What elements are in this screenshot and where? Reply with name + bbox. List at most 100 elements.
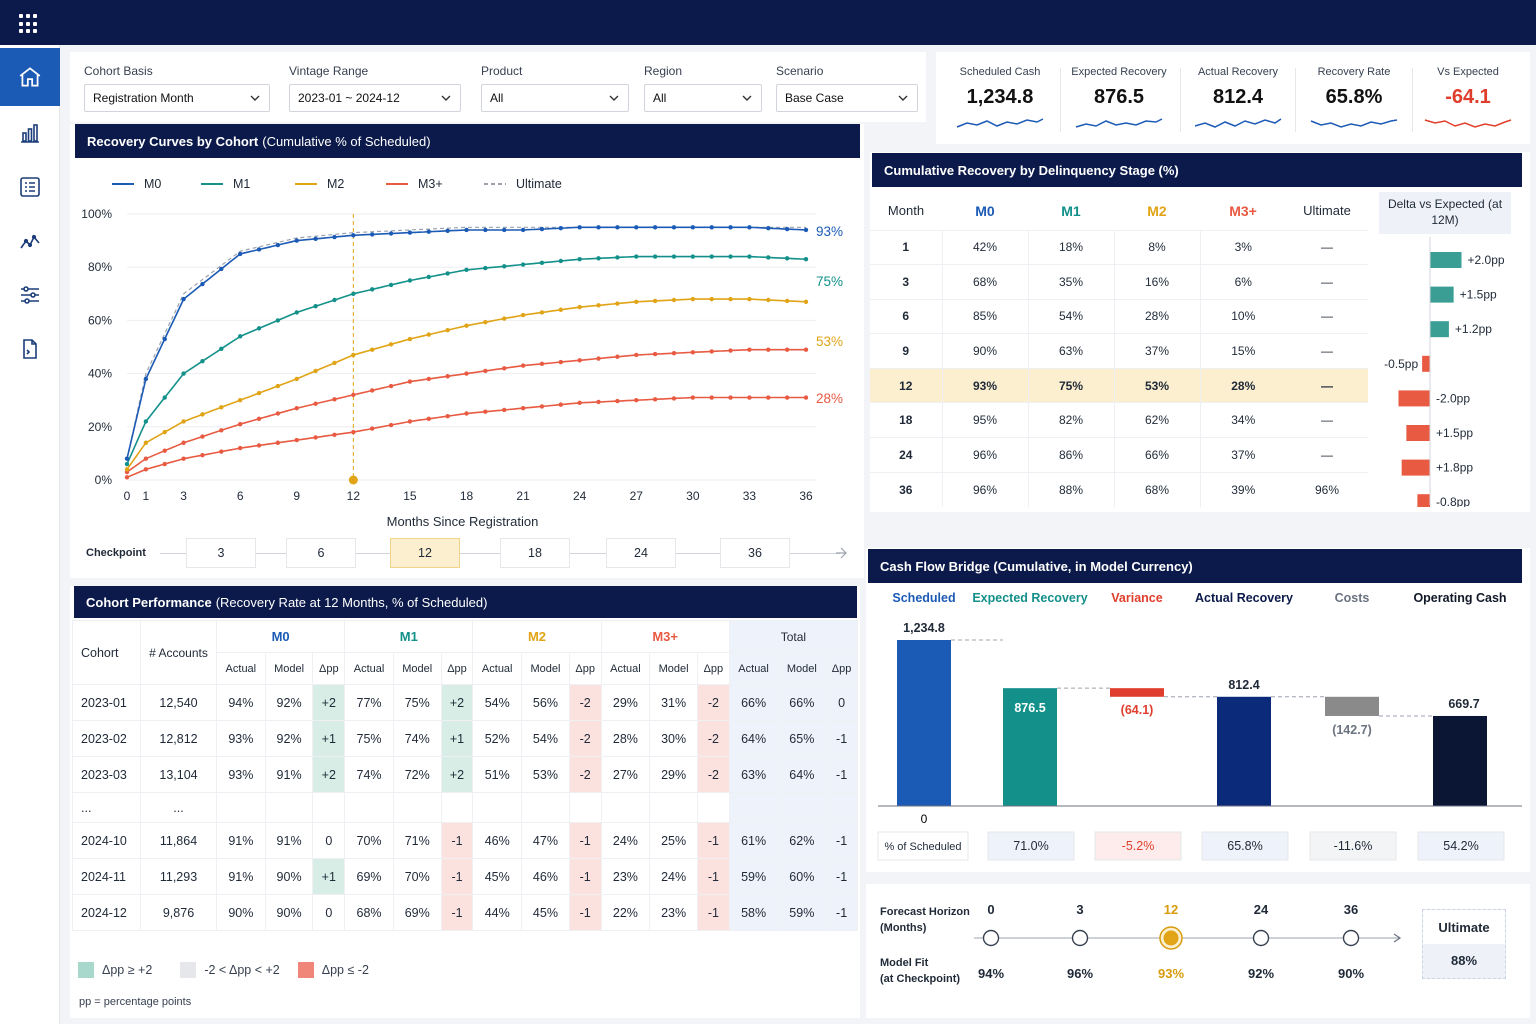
line-chart-icon[interactable] — [0, 212, 60, 270]
series-point — [747, 225, 752, 230]
checkpoint-box-24[interactable]: 24 — [606, 538, 676, 568]
region-select[interactable]: All — [644, 84, 762, 112]
series-point — [181, 296, 186, 302]
table-row[interactable]: 2023-03 13,104 93% 91% +2 74% 72% +2 51% 53% -2 27%… — [72, 756, 858, 793]
kpi-scheduled-cash[interactable]: Scheduled Cash 1,234.8 — [944, 66, 1056, 136]
legend-label: Δpp ≥ +2 — [102, 963, 153, 977]
x-tick-label: 30 — [686, 489, 700, 503]
chevron-down-icon — [608, 92, 620, 107]
series-point — [351, 352, 356, 358]
bar-chart-icon[interactable] — [0, 104, 60, 162]
legend-label: Ultimate — [516, 177, 562, 191]
sparkline — [1194, 118, 1282, 128]
delta-bar — [1430, 321, 1449, 338]
cohort-basis-select[interactable]: Registration Month — [84, 84, 270, 112]
horizon-timeline[interactable]: 0 94% 3 96% 12 93% 24 92% 36 90% — [866, 884, 1426, 1018]
checkpoint-box-3[interactable]: 3 — [186, 538, 256, 568]
series-point — [181, 456, 186, 461]
app-launcher-icon[interactable] — [19, 14, 39, 34]
table-row[interactable]: 3 68% 35% 16% 6% — — [870, 264, 1368, 300]
category-label: Variance — [1111, 591, 1162, 605]
document-icon[interactable] — [0, 320, 60, 378]
table-row[interactable]: 9 90% 63% 37% 15% — — [870, 333, 1368, 369]
x-axis-label: Months Since Registration — [387, 514, 539, 529]
series-point — [369, 287, 375, 292]
table-row[interactable]: 36 96% 88% 68% 39% 96% — [870, 471, 1368, 507]
table-cell: 96% — [1286, 471, 1368, 507]
kpi-value: -64.1 — [1445, 86, 1491, 108]
table-row[interactable]: 2024-11 11,293 91% 90% +1 69% 70% -1 45% 46% -1 23%… — [72, 858, 858, 895]
sub-header: Δpp — [440, 652, 474, 685]
table-cell: -1 — [440, 894, 474, 931]
checkpoint-box-6[interactable]: 6 — [286, 538, 356, 568]
table-cell: -1 — [825, 822, 858, 859]
sliders-icon[interactable] — [0, 266, 60, 324]
series-point — [464, 371, 469, 376]
kpi-expected-recovery[interactable]: Expected Recovery 876.5 — [1063, 66, 1175, 136]
table-cell: +2 — [312, 756, 346, 793]
table-cell: 93% — [941, 367, 1028, 403]
sub-header: Δpp — [312, 652, 346, 685]
series-point — [124, 475, 130, 480]
stage-panel: Cumulative Recovery by Delinquency Stage… — [870, 152, 1530, 512]
table-cell — [264, 792, 314, 823]
table-cell: 60% — [777, 858, 827, 895]
series-point — [652, 254, 658, 259]
product-select[interactable]: All — [481, 84, 629, 112]
checkpoint-box-36[interactable]: 36 — [720, 538, 790, 568]
table-row[interactable]: 2023-02 12,812 93% 92% +1 75% 74% +1 52% 54% -2 28%… — [72, 720, 858, 757]
kpi-vs-expected[interactable]: Vs Expected -64.1 — [1412, 66, 1524, 136]
table-row[interactable]: 18 95% 82% 62% 34% — — [870, 402, 1368, 438]
sub-header: Model — [521, 652, 570, 685]
panel-title: Cumulative Recovery by Delinquency Stage… — [884, 162, 1179, 178]
series-point — [332, 360, 337, 366]
table-row[interactable]: 1 42% 18% 8% 3% — — [870, 229, 1368, 265]
series-line-m1 — [126, 255, 807, 465]
table-row[interactable]: 2024-12 9,876 90% 90% 0 68% 69% -1 44% 45% -1 22% 23… — [72, 894, 858, 931]
series-point — [332, 297, 337, 303]
table-cell: -1 — [825, 858, 858, 895]
panel-title: Recovery Curves by Cohort — [87, 133, 259, 149]
bar-value-label: (142.7) — [1332, 723, 1372, 737]
x-tick-label: 24 — [573, 489, 587, 503]
table-row[interactable]: 2024-10 11,864 91% 91% 0 70% 71% -1 46% 47% -1 24% 2… — [72, 822, 858, 859]
delta-bar — [1430, 286, 1454, 303]
list-icon[interactable] — [0, 158, 60, 216]
stage-table: Month M0 M1 M2 M3+ Ultimate 1 42% 18% 8% 3% —… — [870, 192, 1368, 507]
kpi-label: Vs Expected — [1437, 66, 1499, 78]
kpi-actual-recovery[interactable]: Actual Recovery 812.4 — [1182, 66, 1294, 136]
home-icon[interactable] — [0, 48, 60, 106]
delta-label: -2.0pp — [1436, 391, 1470, 405]
pct-value: 65.8% — [1227, 839, 1262, 853]
table-cell: — — [1286, 264, 1368, 300]
forecast-horizon-panel: Forecast Horizon (Months) Model Fit (at Ch… — [866, 884, 1530, 1018]
bridge-bar — [897, 640, 951, 806]
vintage-range-select[interactable]: 2023-01 ~ 2024-12 — [289, 84, 461, 112]
checkpoint-box-12[interactable]: 12 — [390, 538, 460, 568]
scenario-select[interactable]: Base Case — [776, 84, 918, 112]
series-point — [162, 461, 167, 467]
table-cell: 15% — [1199, 333, 1286, 369]
kpi-recovery-rate[interactable]: Recovery Rate 65.8% — [1298, 66, 1410, 136]
pct-label: % of Scheduled — [884, 841, 961, 853]
series-point — [351, 392, 356, 398]
table-cell: 18% — [1027, 229, 1114, 265]
series-point — [596, 356, 601, 361]
series-point — [219, 346, 224, 351]
table-row[interactable]: 12 93% 75% 53% 28% — — [870, 367, 1368, 403]
x-tick-label: 33 — [743, 489, 757, 503]
delta-label: +1.8pp — [1436, 461, 1473, 475]
table-row[interactable]: ...... — [72, 792, 858, 823]
table-cell: 12,812 — [140, 720, 217, 757]
series-point — [766, 297, 771, 303]
table-row[interactable]: 2023-01 12,540 94% 92% +2 77% 75% +2 54% 56% -2 29%… — [72, 684, 858, 721]
series-point — [181, 440, 186, 445]
series-point — [237, 445, 243, 451]
checkpoint-box-18[interactable]: 18 — [500, 538, 570, 568]
table-cell: 68% — [941, 264, 1028, 300]
series-point — [256, 247, 262, 252]
table-cell: 92% — [264, 684, 314, 721]
table-row[interactable]: 24 96% 86% 66% 37% — — [870, 437, 1368, 473]
series-point — [671, 254, 677, 259]
table-row[interactable]: 6 85% 54% 28% 10% — — [870, 298, 1368, 334]
